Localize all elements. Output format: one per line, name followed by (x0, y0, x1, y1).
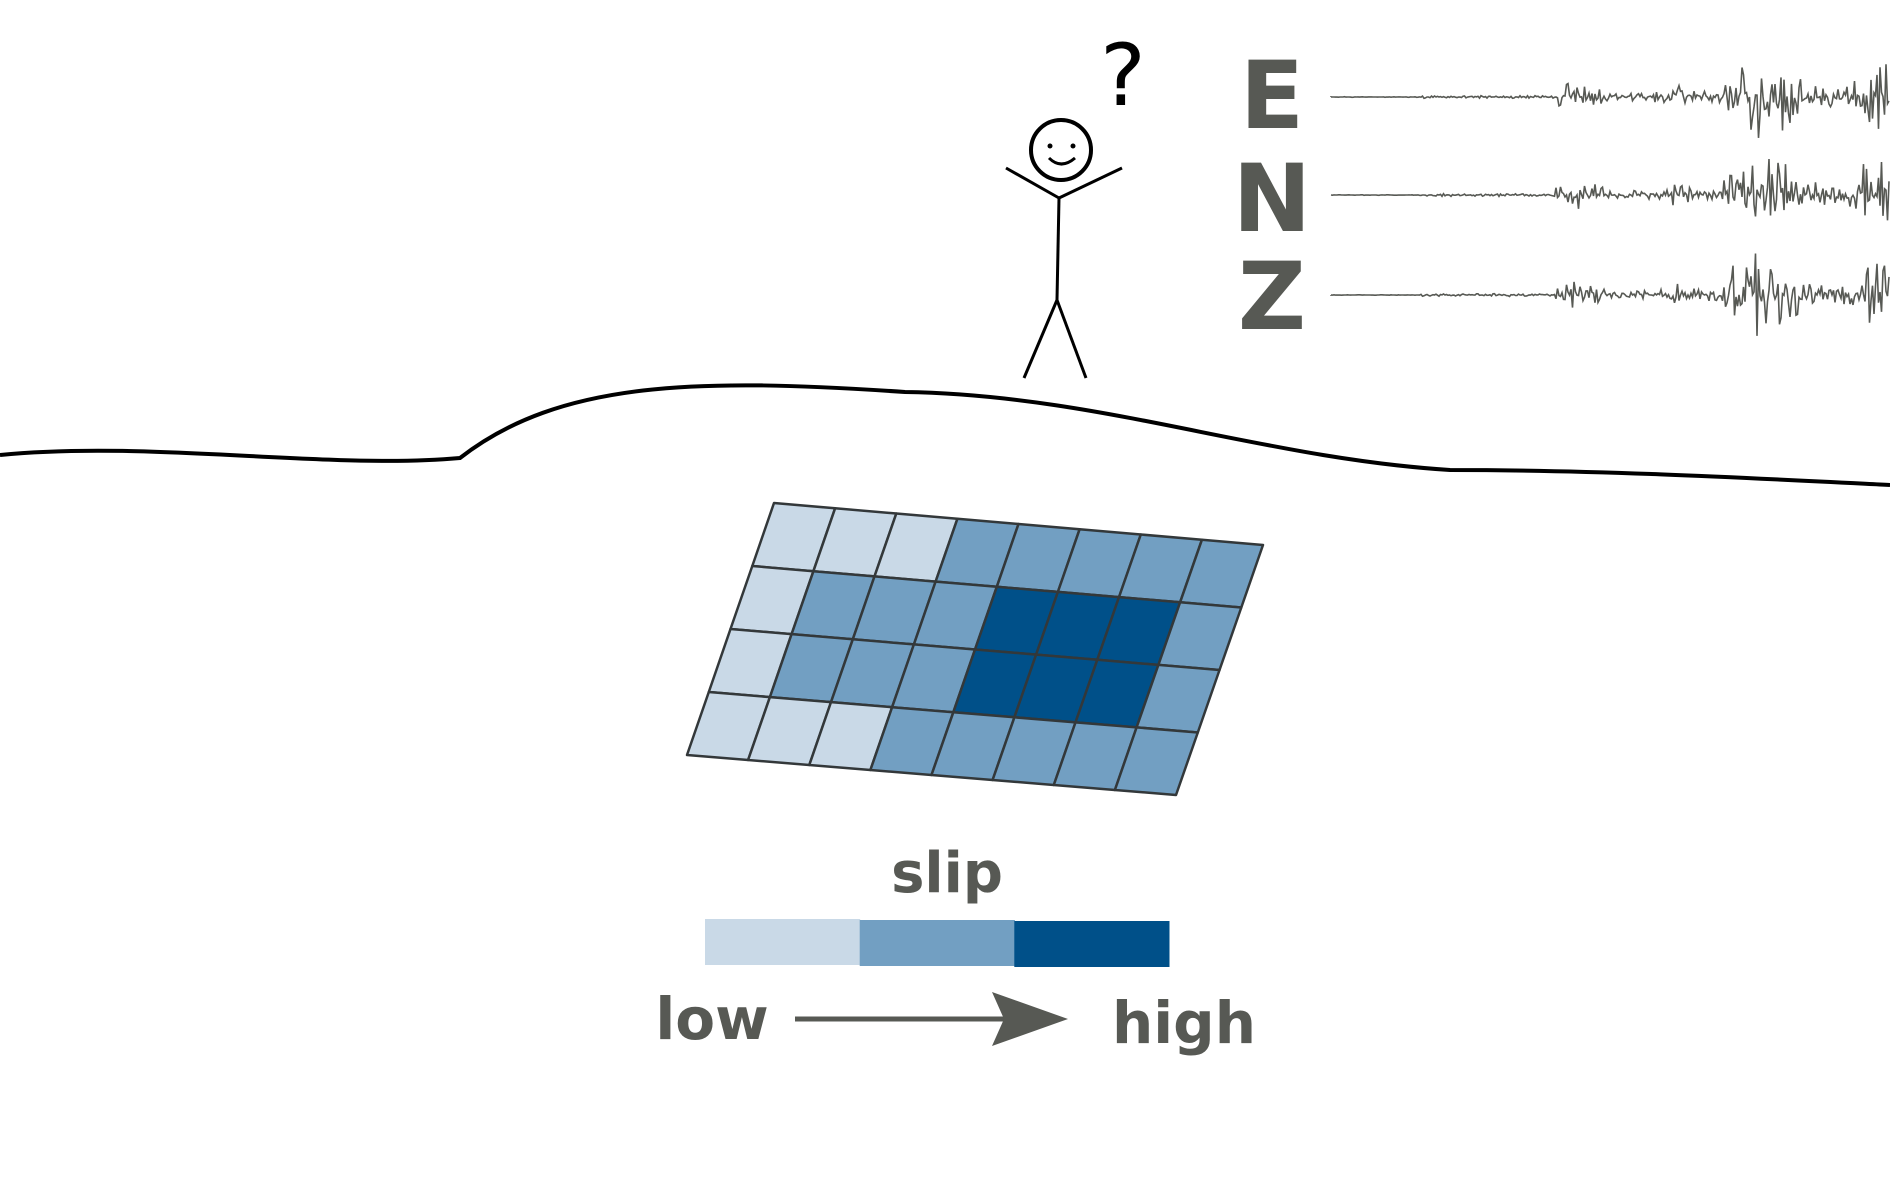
figure-left-leg (1022, 299, 1059, 379)
stick-figure-observer (1005, 118, 1123, 379)
component-label-n: N (1233, 145, 1312, 254)
component-label-e: E (1240, 42, 1304, 151)
legend-swatch-low (705, 919, 861, 965)
figure-right-eye (1070, 143, 1076, 149)
legend-swatch-high (1014, 921, 1170, 967)
seismogram-trace-n (1330, 158, 1890, 221)
low-to-high-arrow (795, 992, 1068, 1046)
ground-surface-line (0, 383, 1890, 487)
figure-smile (1047, 156, 1076, 166)
slip-color-scale (705, 919, 1170, 967)
figure-left-eye (1047, 143, 1053, 149)
figure-body (1055, 197, 1061, 301)
legend-title: slip (891, 841, 1003, 906)
fault-patch-r3-c7 (1113, 726, 1200, 797)
legend-low-label: low (655, 985, 768, 1053)
seismogram-trace-e (1330, 64, 1890, 138)
legend-swatch-medium (859, 920, 1015, 966)
figure-left-arm (1005, 166, 1060, 200)
question-mark: ? (1100, 26, 1146, 126)
seismogram-traces (1330, 64, 1890, 336)
component-label-z: Z (1238, 243, 1306, 352)
fault-slip-grid (685, 501, 1265, 797)
seismogram-trace-z (1330, 253, 1890, 336)
figure-head (1029, 118, 1093, 182)
figure-right-arm (1058, 166, 1123, 200)
figure-right-leg (1055, 299, 1088, 379)
legend-high-label: high (1112, 989, 1256, 1057)
